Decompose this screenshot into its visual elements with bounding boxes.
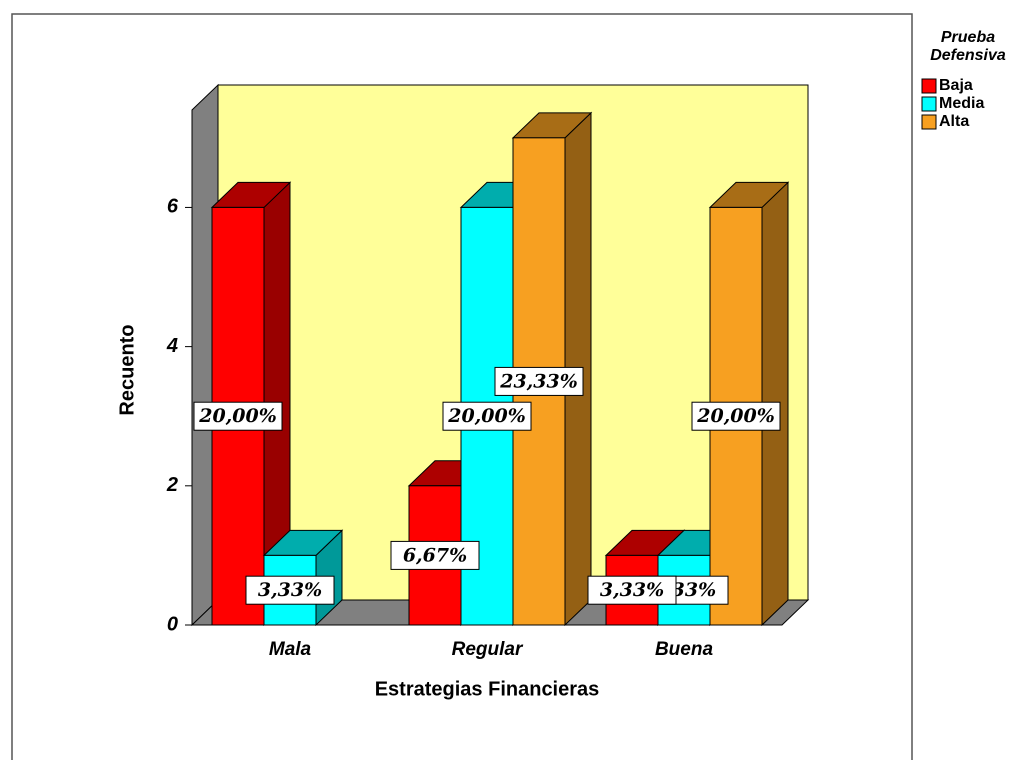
y-tick-label: 0	[167, 613, 178, 635]
value-label-box	[442, 401, 532, 431]
y-tick-label: 6	[167, 196, 179, 218]
value-label-text: 23,33%	[499, 370, 578, 392]
value-label-text: 3,33%	[600, 579, 664, 601]
x-axis-title: Estrategias Financieras	[375, 678, 600, 700]
legend-swatch	[921, 78, 937, 94]
legend-swatch	[921, 114, 937, 130]
value-label-box	[193, 401, 283, 431]
x-tick-label: Buena	[655, 639, 714, 660]
legend-label: Media	[939, 95, 984, 112]
value-label-text: 20,00%	[198, 405, 277, 427]
value-label-text: 20,00%	[696, 405, 775, 427]
x-tick-label: Mala	[269, 639, 312, 660]
value-label: 3,33%	[587, 575, 677, 605]
plot-area: 0 2 4 6 Mala Regular Buena 23,33% 20,00% 3,33% 20,…	[166, 83, 810, 660]
y-axis-title: Recuento	[116, 324, 138, 415]
value-label-text: 6,67%	[403, 544, 467, 566]
value-label: 20,00%	[691, 401, 781, 431]
value-label-box	[245, 575, 335, 605]
legend-swatch	[921, 96, 937, 112]
value-label: 3,33%	[245, 575, 335, 605]
x-tick-label: Regular	[452, 639, 524, 660]
value-label-text: 3,33%	[258, 579, 322, 601]
y-tick-label: 4	[166, 335, 178, 357]
value-label: 20,00%	[193, 401, 283, 431]
y-tick-label: 2	[166, 474, 178, 496]
value-label-box	[587, 575, 677, 605]
legend-title: Defensiva	[930, 47, 1006, 64]
value-label-box	[691, 401, 781, 431]
value-label: 23,33%	[494, 366, 584, 396]
legend-label: Baja	[939, 77, 973, 94]
value-label-box	[494, 366, 584, 396]
value-label: 6,67%	[390, 540, 480, 570]
value-label-text: 20,00%	[447, 405, 526, 427]
value-label-box	[390, 540, 480, 570]
legend-title: Prueba	[941, 29, 995, 46]
legend-label: Alta	[939, 113, 969, 130]
value-label: 20,00%	[442, 401, 532, 431]
